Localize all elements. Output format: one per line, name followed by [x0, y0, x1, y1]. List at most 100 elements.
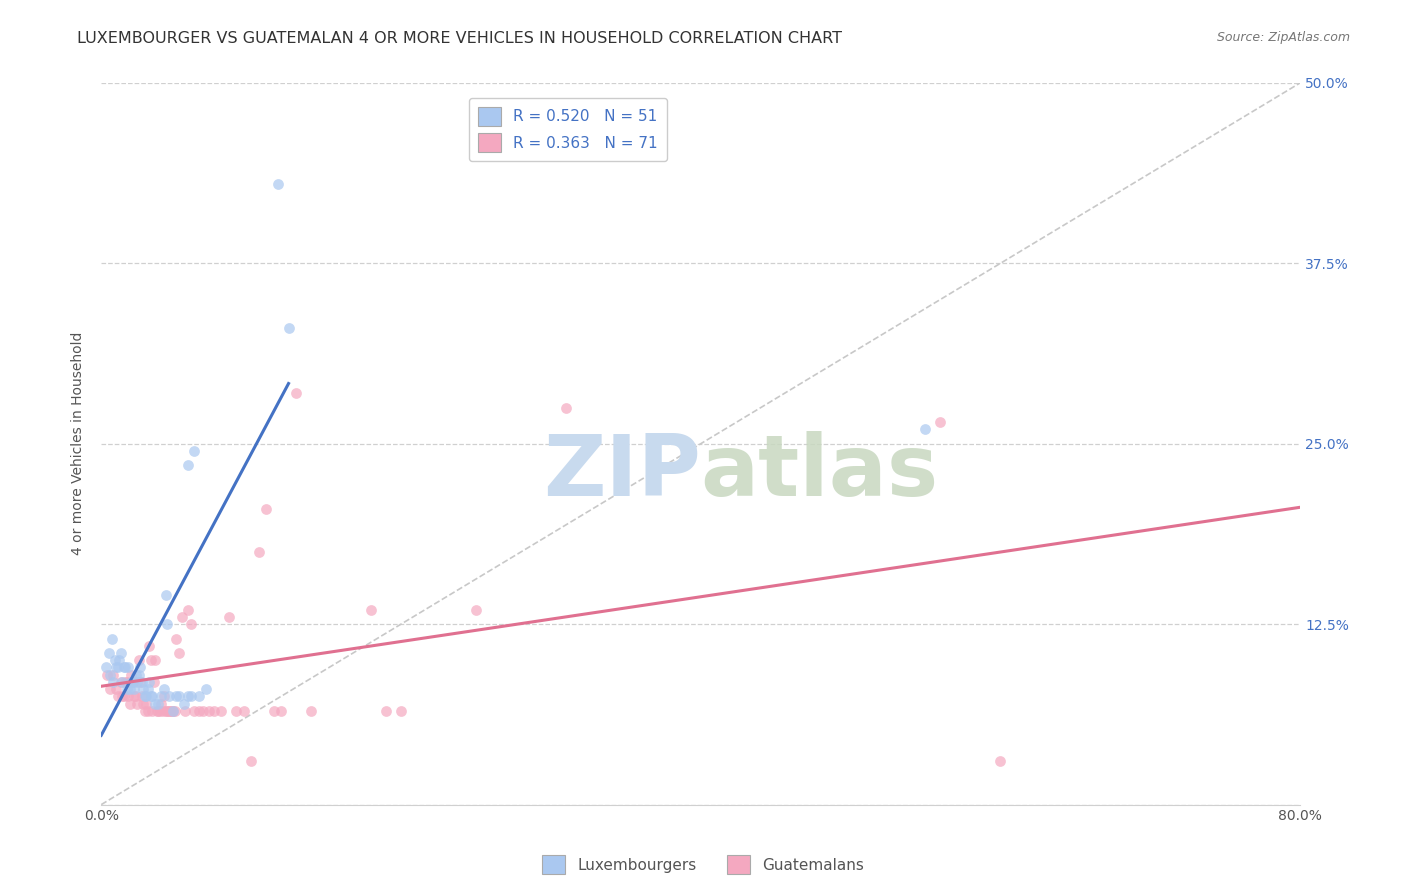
Text: LUXEMBOURGER VS GUATEMALAN 4 OR MORE VEHICLES IN HOUSEHOLD CORRELATION CHART: LUXEMBOURGER VS GUATEMALAN 4 OR MORE VEH… [77, 31, 842, 46]
Point [191, 704, 214, 718]
Point [128, 653, 150, 667]
Point [118, 697, 141, 711]
Point [209, 704, 232, 718]
Point [129, 660, 152, 674]
Point [165, 690, 187, 704]
Point [285, 386, 308, 401]
Point [187, 704, 209, 718]
Point [254, 501, 277, 516]
Point [202, 704, 225, 718]
Point [187, 690, 209, 704]
Point [100, 632, 122, 646]
Point [120, 674, 142, 689]
Point [152, 704, 174, 718]
Point [117, 660, 139, 674]
Point [156, 704, 179, 718]
Point [108, 653, 131, 667]
Legend: Luxembourgers, Guatemalans: Luxembourgers, Guatemalans [536, 849, 870, 880]
Point [110, 646, 132, 660]
Point [142, 674, 165, 689]
Point [125, 667, 148, 681]
Point [146, 697, 169, 711]
Point [167, 646, 190, 660]
Point [134, 704, 156, 718]
Point [114, 674, 136, 689]
Point [111, 674, 134, 689]
Point [131, 690, 153, 704]
Point [155, 704, 177, 718]
Point [112, 660, 135, 674]
Point [121, 674, 143, 689]
Point [136, 682, 159, 697]
Point [145, 704, 167, 718]
Point [135, 690, 157, 704]
Point [232, 704, 254, 718]
Point [98, 682, 121, 697]
Point [914, 422, 936, 436]
Point [163, 704, 186, 718]
Point [135, 697, 157, 711]
Point [105, 682, 128, 697]
Point [929, 415, 952, 429]
Point [103, 674, 125, 689]
Point [139, 653, 162, 667]
Point [132, 697, 155, 711]
Point [118, 682, 141, 697]
Point [107, 690, 129, 704]
Point [138, 639, 160, 653]
Point [150, 690, 173, 704]
Point [112, 690, 135, 704]
Point [174, 704, 197, 718]
Point [195, 682, 218, 697]
Point [198, 704, 221, 718]
Point [218, 610, 240, 624]
Point [159, 704, 181, 718]
Point [122, 682, 145, 697]
Point [177, 603, 200, 617]
Point [225, 704, 247, 718]
Point [114, 660, 136, 674]
Point [374, 704, 396, 718]
Point [180, 690, 202, 704]
Point [103, 667, 125, 681]
Point [155, 588, 177, 602]
Point [121, 674, 143, 689]
Point [138, 674, 160, 689]
Point [149, 704, 172, 718]
Point [277, 321, 299, 335]
Point [141, 704, 163, 718]
Point [180, 617, 202, 632]
Point [554, 401, 576, 415]
Point [129, 674, 152, 689]
Point [172, 610, 194, 624]
Point [389, 704, 412, 718]
Point [136, 704, 159, 718]
Point [240, 754, 263, 768]
Point [125, 690, 148, 704]
Point [143, 697, 166, 711]
Point [167, 690, 190, 704]
Point [120, 667, 142, 681]
Point [299, 704, 322, 718]
Point [115, 682, 138, 697]
Point [162, 704, 184, 718]
Point [464, 603, 486, 617]
Point [115, 674, 138, 689]
Y-axis label: 4 or more Vehicles in Household: 4 or more Vehicles in Household [72, 332, 86, 556]
Point [122, 690, 145, 704]
Point [173, 697, 195, 711]
Text: atlas: atlas [700, 431, 939, 514]
Point [141, 690, 163, 704]
Point [131, 674, 153, 689]
Point [988, 754, 1011, 768]
Point [157, 704, 180, 718]
Point [270, 704, 292, 718]
Point [150, 697, 173, 711]
Point [128, 667, 150, 681]
Point [153, 682, 176, 697]
Point [177, 690, 200, 704]
Point [156, 617, 179, 632]
Point [177, 458, 200, 473]
Legend: R = 0.520   N = 51, R = 0.363   N = 71: R = 0.520 N = 51, R = 0.363 N = 71 [468, 98, 666, 161]
Point [162, 704, 184, 718]
